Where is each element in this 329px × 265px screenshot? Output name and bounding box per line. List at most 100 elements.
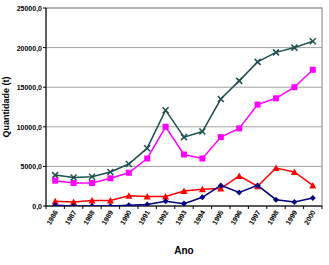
marker	[199, 155, 205, 161]
x-tick	[46, 206, 47, 209]
series-line	[55, 185, 313, 206]
x-tick	[64, 206, 65, 209]
y-tick-label: 10000,0	[17, 124, 42, 132]
x-tick	[101, 206, 102, 209]
marker	[89, 174, 95, 180]
marker	[107, 175, 113, 181]
marker	[144, 193, 151, 200]
marker	[125, 192, 132, 199]
marker	[126, 170, 132, 176]
marker	[107, 203, 113, 206]
marker	[199, 186, 206, 193]
x-tick-label: 1995	[211, 209, 225, 226]
marker	[291, 45, 297, 51]
marker	[291, 168, 298, 175]
grid-line	[46, 166, 322, 167]
marker	[255, 182, 261, 188]
y-axis-title: Quantidade (t)	[1, 77, 11, 138]
marker	[273, 49, 279, 55]
series-line	[55, 168, 313, 202]
marker	[163, 198, 169, 204]
marker	[181, 187, 188, 194]
marker	[309, 182, 316, 189]
plot-area	[46, 8, 322, 206]
marker	[181, 152, 187, 158]
marker	[199, 194, 205, 200]
y-tick-label: 25000,0	[17, 5, 42, 13]
x-tick	[266, 206, 267, 209]
series-line	[55, 41, 313, 177]
x-tick	[193, 206, 194, 209]
marker	[236, 190, 242, 196]
x-tick-label: 1987	[64, 209, 78, 226]
grid-line	[46, 87, 322, 88]
x-tick	[174, 206, 175, 209]
x-tick	[322, 206, 323, 209]
x-tick-label: 1996	[229, 209, 243, 226]
x-tick	[156, 206, 157, 209]
grid-line	[46, 47, 322, 48]
marker	[181, 134, 187, 140]
marker	[107, 197, 114, 204]
marker	[291, 199, 297, 205]
marker	[107, 169, 113, 175]
y-tick-label: 20000,0	[17, 45, 42, 53]
x-tick	[82, 206, 83, 209]
marker	[218, 134, 224, 140]
x-tick-label: 1986	[45, 209, 59, 226]
x-tick-label: 1998	[266, 209, 280, 226]
marker	[310, 195, 316, 201]
series-group	[52, 38, 317, 206]
marker	[126, 161, 132, 167]
x-tick	[211, 206, 212, 209]
marker	[273, 164, 280, 171]
marker	[273, 197, 279, 203]
marker	[163, 124, 169, 130]
marker	[144, 155, 150, 161]
x-tick	[138, 206, 139, 209]
y-tick-label: 15000,0	[17, 84, 42, 92]
marker	[144, 201, 150, 206]
x-tick-label: 1994	[192, 209, 206, 226]
marker	[218, 96, 224, 102]
marker	[310, 67, 316, 73]
x-tick	[230, 206, 231, 209]
x-tick-label: 1999	[284, 209, 298, 226]
marker	[236, 172, 243, 179]
marker	[199, 129, 205, 135]
marker	[255, 102, 261, 108]
x-tick-label: 1997	[248, 209, 262, 226]
marker	[71, 203, 77, 206]
x-tick-label: 1991	[137, 209, 151, 226]
series-line	[55, 70, 313, 183]
marker	[273, 95, 279, 101]
marker	[52, 202, 58, 206]
y-tick-label: 5000,0	[21, 163, 43, 171]
marker	[236, 78, 242, 84]
y-axis	[46, 8, 47, 206]
x-tick	[119, 206, 120, 209]
x-axis-title: Ano	[174, 245, 193, 256]
marker	[144, 145, 150, 151]
x-tick	[248, 206, 249, 209]
marker	[52, 178, 58, 184]
x-tick	[303, 206, 304, 209]
marker	[236, 125, 242, 131]
grid-line	[46, 126, 322, 127]
marker	[181, 201, 187, 206]
x-tick	[285, 206, 286, 209]
grid-line	[46, 8, 322, 9]
marker	[218, 182, 224, 188]
x-tick-label: 1990	[119, 209, 133, 226]
marker	[89, 197, 96, 204]
x-tick-label: 1992	[156, 209, 170, 226]
x-tick-label: 1988	[82, 209, 96, 226]
marker	[163, 107, 169, 113]
marker	[89, 203, 95, 206]
marker	[71, 180, 77, 186]
marker	[89, 180, 95, 186]
marker	[255, 59, 261, 65]
y-tick-label: 0,0	[32, 203, 42, 211]
marker	[52, 172, 58, 178]
marker	[71, 174, 77, 180]
